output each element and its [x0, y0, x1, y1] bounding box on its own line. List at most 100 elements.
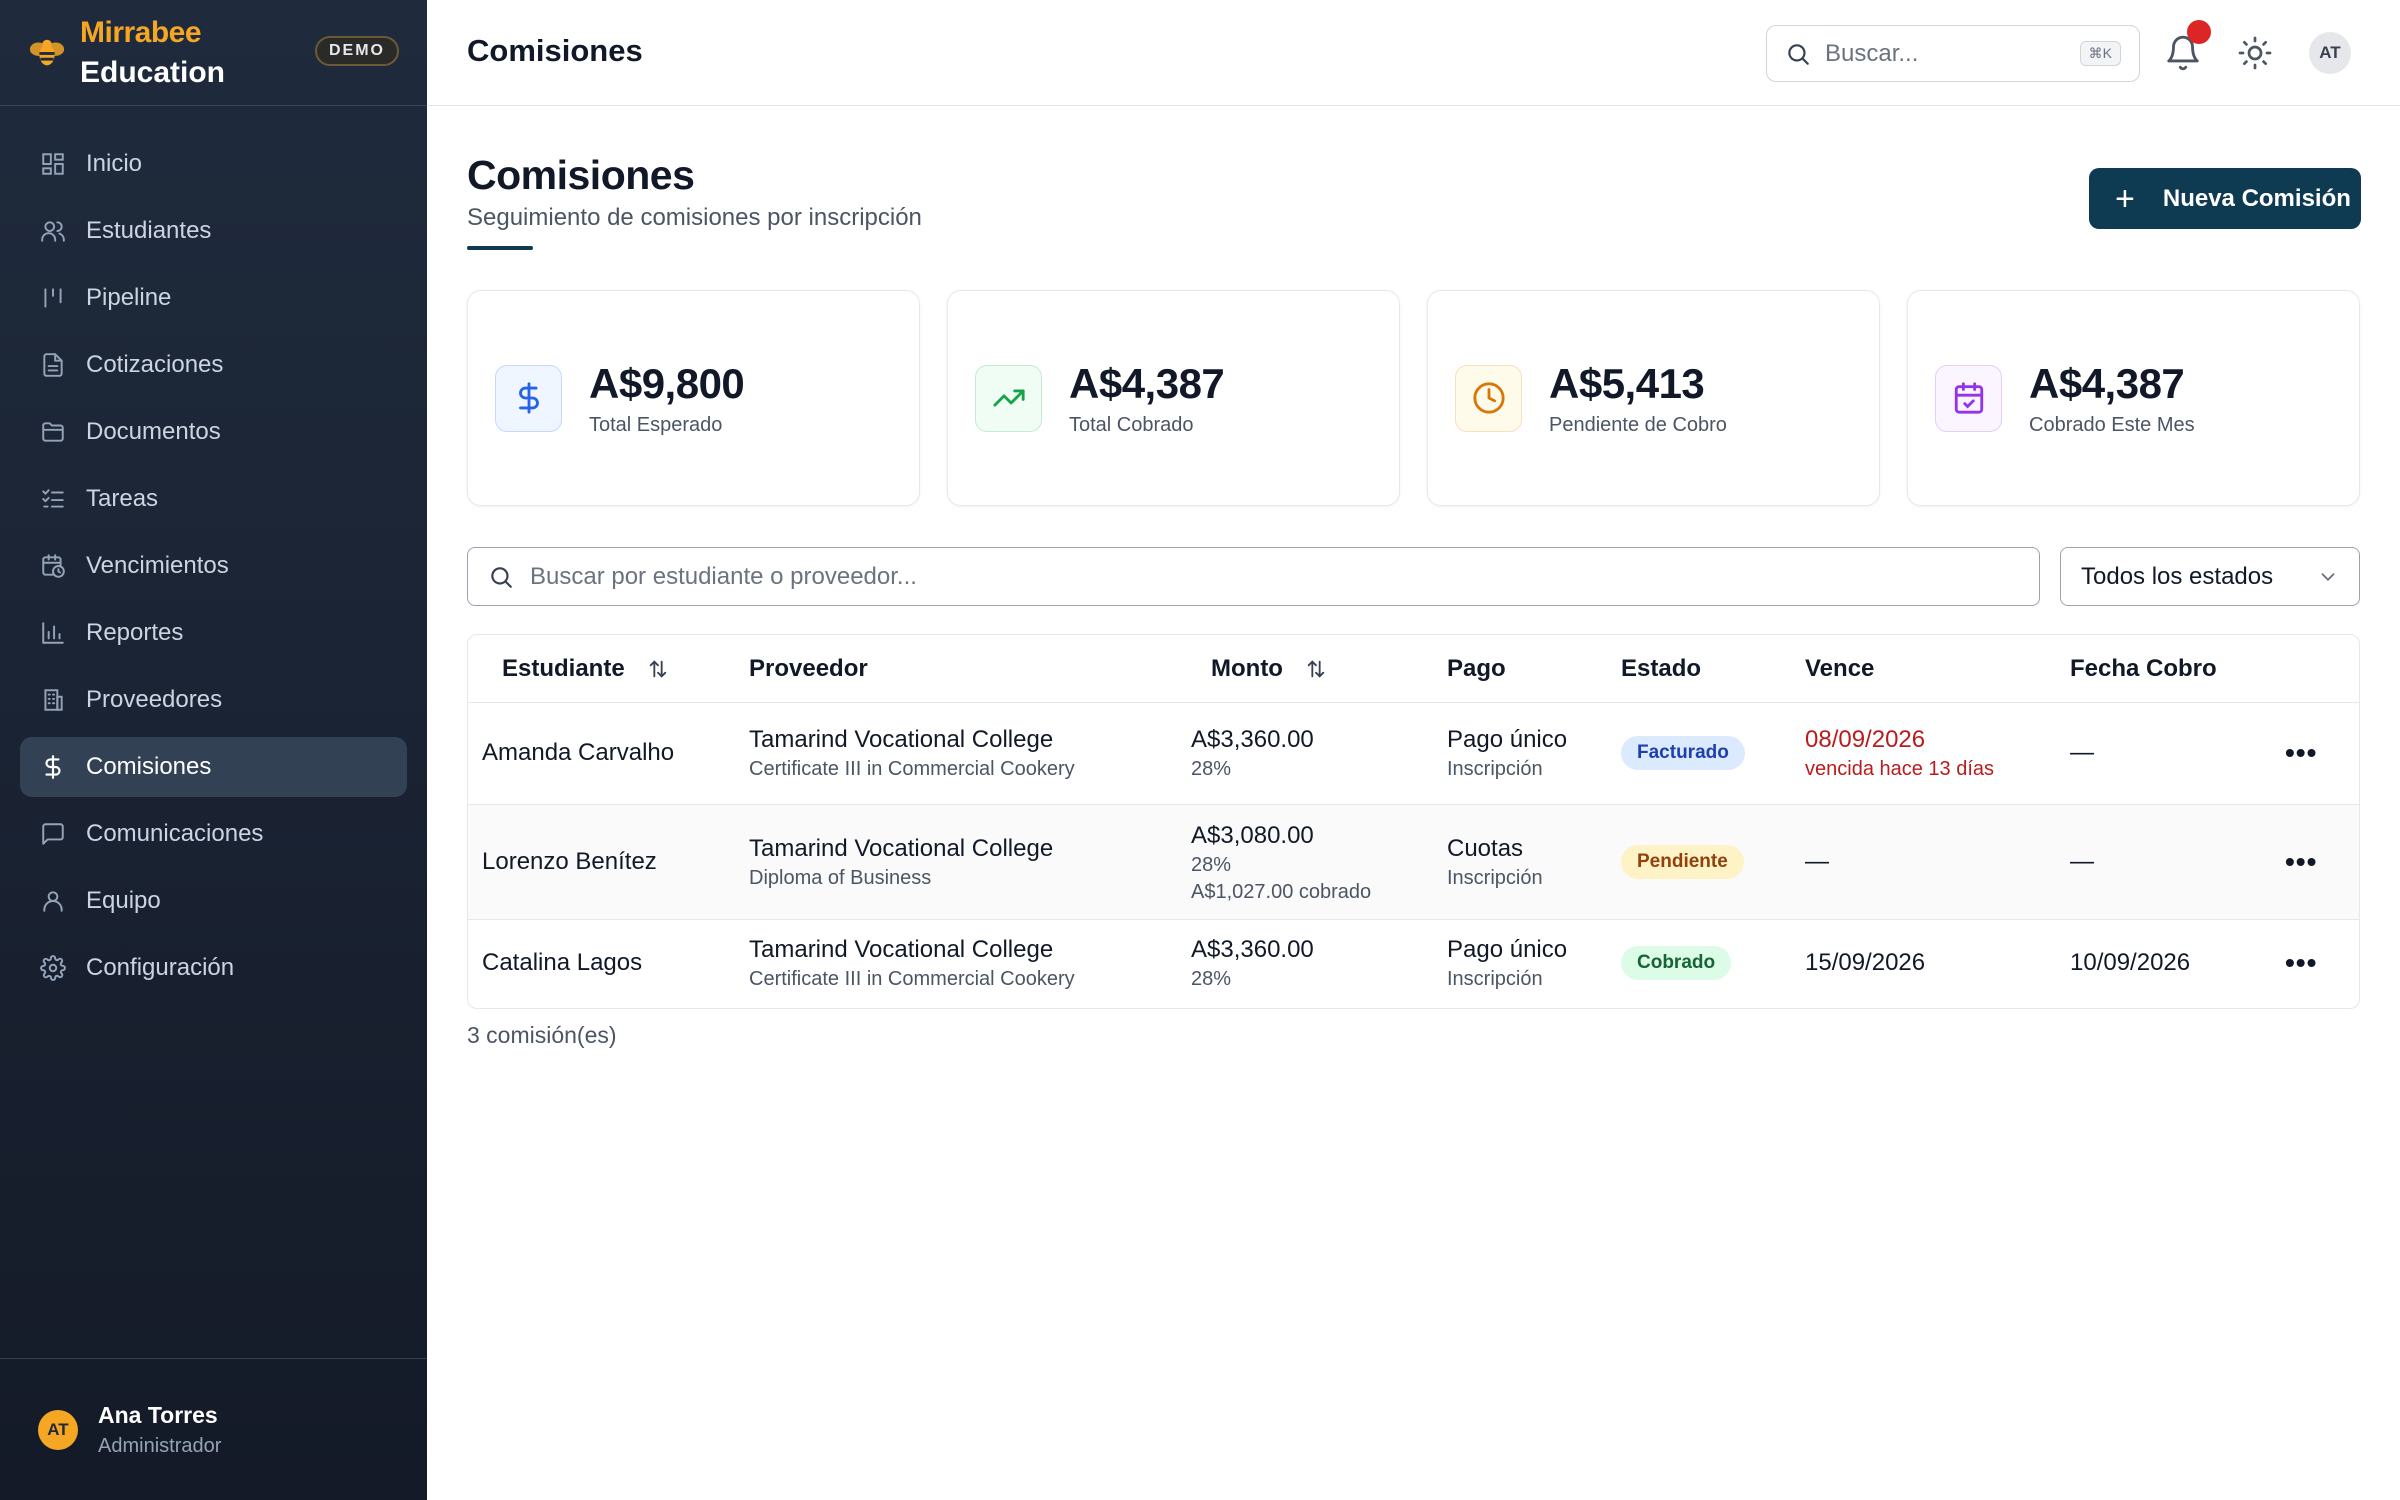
row-actions-more-icon[interactable]: •••	[2285, 947, 2318, 978]
header-provider: Proveedor	[749, 655, 868, 683]
sidebar-item-label: Reportes	[86, 619, 184, 646]
provider-cell-sub: Certificate III in Commercial Cookery	[749, 758, 1075, 780]
row-actions-more-icon[interactable]: •••	[2285, 737, 2318, 768]
sidebar-item-reportes[interactable]: Reportes	[20, 603, 407, 663]
stat-label: Total Esperado	[589, 413, 723, 436]
sidebar-item-label: Configuración	[86, 954, 235, 981]
stat-label: Cobrado Este Mes	[2029, 413, 2195, 436]
header-payment-label: Pago	[1447, 655, 1506, 682]
amount-cell-sub: 28%	[1191, 854, 1232, 876]
table-row: Catalina Lagos Tamarind Vocational Colleg…	[468, 920, 2359, 1008]
collected-date-cell-main: 10/09/2026	[2070, 949, 2191, 976]
brand[interactable]: Mirrabee Education DEMO	[0, 0, 427, 106]
sidebar-item-comisiones[interactable]: Comisiones	[20, 737, 407, 797]
sidebar-nav: Inicio Estudiantes Pipeline Cotizaciones Doc…	[0, 106, 427, 998]
sidebar-item-label: Equipo	[86, 887, 161, 914]
new-commission-button[interactable]: + Nueva Comisión	[2089, 168, 2361, 229]
commission-search-placeholder: Buscar por estudiante o proveedor...	[530, 562, 917, 590]
notifications-bell-icon[interactable]	[2164, 34, 2202, 72]
status-filter-select[interactable]: Todos los estados	[2060, 547, 2360, 606]
stat-card: A$5,413 Pendiente de Cobro	[1427, 290, 1880, 506]
commission-search-input[interactable]: Buscar por estudiante o proveedor...	[467, 547, 2040, 606]
user-role: Administrador	[98, 1434, 222, 1457]
gear-icon	[38, 953, 68, 983]
file-text-icon	[38, 350, 68, 380]
due-cell-sub: vencida hace 13 días	[1805, 758, 1995, 780]
due-cell-main: 15/09/2026	[1805, 949, 1926, 976]
sidebar-item-label: Comunicaciones	[86, 820, 264, 847]
topbar-title: Comisiones	[467, 33, 643, 68]
sidebar-item-label: Estudiantes	[86, 217, 212, 244]
global-search-placeholder: Buscar...	[1825, 39, 1919, 67]
sidebar-item-label: Comisiones	[86, 753, 212, 780]
sidebar-item-estudiantes[interactable]: Estudiantes	[20, 201, 407, 261]
sidebar-item-comunicaciones[interactable]: Comunicaciones	[20, 804, 407, 864]
sidebar-item-label: Pipeline	[86, 284, 172, 311]
top-user-avatar[interactable]: AT	[2309, 32, 2351, 74]
sidebar-item-configuracion[interactable]: Configuración	[20, 938, 407, 998]
global-search-input[interactable]: Buscar... ⌘K	[1766, 25, 2140, 82]
stat-label: Total Cobrado	[1069, 413, 1194, 436]
student-name: Amanda Carvalho	[482, 739, 674, 767]
amount-cell-sub: 28%	[1191, 758, 1232, 780]
user-profile[interactable]: AT Ana Torres Administrador	[0, 1358, 427, 1500]
status-cell: Cobrado	[1621, 946, 1732, 980]
header-amount[interactable]: Monto	[1211, 655, 1327, 683]
student-name: Catalina Lagos	[482, 949, 642, 977]
row-actions-more-icon[interactable]: •••	[2285, 846, 2318, 877]
sidebar-item-documentos[interactable]: Documentos	[20, 402, 407, 462]
user-name: Ana Torres	[98, 1401, 218, 1428]
header-status: Estado	[1621, 655, 1701, 683]
stat-card: A$9,800 Total Esperado	[467, 290, 920, 506]
filter-row: Buscar por estudiante o proveedor... Tod…	[467, 547, 2360, 606]
title-underline	[467, 246, 533, 250]
payment-cell-main: Pago único	[1447, 726, 1568, 753]
sidebar-item-pipeline[interactable]: Pipeline	[20, 268, 407, 328]
pipeline-icon	[38, 283, 68, 313]
provider-cell-main: Tamarind Vocational College	[749, 726, 1054, 753]
topbar: Comisiones Buscar... ⌘K AT	[427, 0, 2400, 106]
search-shortcut: ⌘K	[2079, 41, 2121, 66]
table-header: Estudiante Proveedor Monto Pago Estado V…	[468, 635, 2359, 703]
sidebar-item-vencimientos[interactable]: Vencimientos	[20, 536, 407, 596]
sidebar-item-inicio[interactable]: Inicio	[20, 134, 407, 194]
payment-cell: Cuotas Inscripción	[1447, 835, 1543, 890]
stat-value: A$4,387	[1069, 359, 1225, 407]
student-name-main: Catalina Lagos	[482, 949, 643, 976]
due-cell-main: 08/09/2026	[1805, 726, 1926, 753]
payment-cell: Pago único Inscripción	[1447, 726, 1567, 781]
header-student[interactable]: Estudiante	[502, 655, 669, 683]
theme-toggle-sun-icon[interactable]	[2237, 35, 2273, 71]
results-count: 3 comisión(es)	[467, 1022, 617, 1048]
notification-dot	[2187, 20, 2211, 44]
due-cell: —	[1805, 848, 1829, 876]
amount-cell-sub: A$1,027.00 cobrado	[1191, 881, 1372, 903]
calendar-clock-icon	[38, 551, 68, 581]
provider-cell-sub: Diploma of Business	[749, 867, 932, 889]
sidebar: Mirrabee Education DEMO Inicio Estudiante…	[0, 0, 427, 1500]
sidebar-item-cotizaciones[interactable]: Cotizaciones	[20, 335, 407, 395]
demo-badge: DEMO	[315, 36, 399, 66]
table-row: Lorenzo Benítez Tamarind Vocational Colle…	[468, 805, 2359, 920]
student-name: Lorenzo Benítez	[482, 848, 657, 876]
new-commission-label: Nueva Comisión	[2162, 184, 2351, 212]
search-icon	[491, 566, 512, 588]
user-icon	[38, 886, 68, 916]
header-due: Vence	[1805, 655, 1874, 683]
provider-cell-main: Tamarind Vocational College	[749, 835, 1054, 862]
student-name-main: Lorenzo Benítez	[482, 848, 657, 875]
payment-cell-sub: Inscripción	[1447, 758, 1543, 780]
amount-cell: A$3,360.00 28%	[1191, 726, 1314, 781]
amount-cell-main: A$3,360.00	[1191, 936, 1314, 963]
stat-value: A$4,387	[2029, 359, 2185, 407]
header-student-label: Estudiante	[502, 655, 625, 682]
sidebar-item-equipo[interactable]: Equipo	[20, 871, 407, 931]
sidebar-item-proveedores[interactable]: Proveedores	[20, 670, 407, 730]
due-cell: 08/09/2026 vencida hace 13 días	[1805, 726, 1994, 781]
provider-cell: Tamarind Vocational College Certificate I…	[749, 936, 1075, 991]
stat-card: A$4,387 Total Cobrado	[947, 290, 1400, 506]
header-payment: Pago	[1447, 655, 1506, 683]
sidebar-item-tareas[interactable]: Tareas	[20, 469, 407, 529]
status-badge: Facturado	[1621, 736, 1745, 770]
collected-date-cell-main: —	[2070, 848, 2094, 875]
